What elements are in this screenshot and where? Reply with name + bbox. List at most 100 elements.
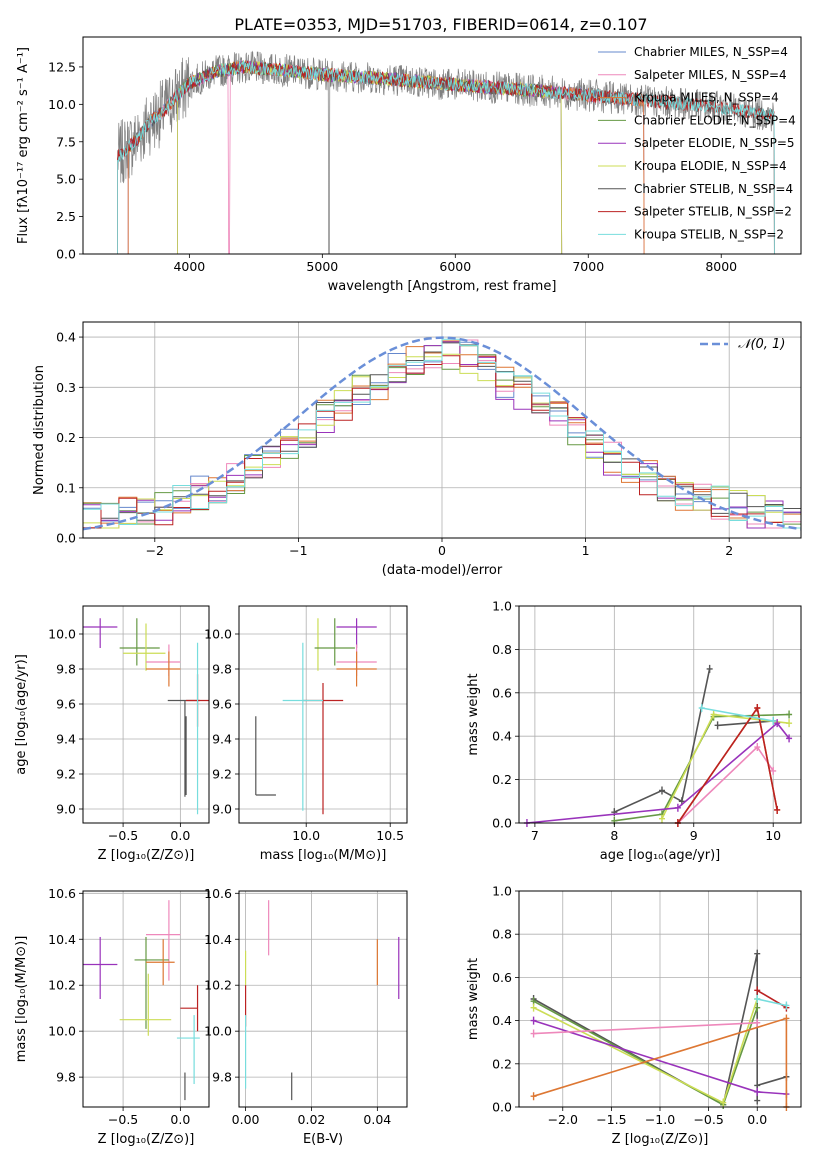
y-tick-label: 10.0	[204, 1024, 232, 1039]
y-tick-label: 0.1	[56, 480, 76, 495]
y-tick-label: 0.6	[492, 685, 512, 700]
x-axis-label: age [log₁₀(age/yr)]	[600, 848, 721, 863]
panel-spectrum: 4000 5000 6000 7000 8000 0.0 2.5 5.0 7.5 10.0 12.5…	[16, 36, 802, 294]
weight-marker	[786, 710, 793, 719]
legend-entry: Kroupa STELIB, N_SSP=2	[634, 227, 784, 241]
y-axis-label: Normed distribution	[32, 365, 47, 495]
legend-entry: 𝒩(0, 1)	[738, 337, 785, 352]
axes-frame	[238, 605, 408, 824]
weight-marker	[754, 995, 761, 1003]
x-tick-label: 0.0	[170, 828, 190, 843]
model-spectrum-line	[117, 60, 775, 254]
x-tick-label: −2.0	[548, 1112, 578, 1127]
weight-line	[756, 1076, 787, 1087]
y-tick-label: 0.0	[492, 816, 512, 831]
weight-marker	[786, 734, 793, 743]
errorbar-point	[176, 1015, 200, 1085]
x-tick-label: 10.0	[292, 828, 320, 843]
errorbar-point	[180, 985, 199, 1032]
errorbar-point	[123, 623, 166, 671]
y-tick-label: 10.4	[48, 932, 76, 947]
weight-marker	[530, 1016, 537, 1025]
y-tick-label: 0.2	[492, 1056, 512, 1071]
y-tick-label: 9.0	[56, 802, 76, 817]
y-tick-label: 9.6	[56, 697, 76, 712]
weight-marker	[783, 1001, 790, 1010]
errorbar-point	[314, 618, 355, 666]
y-tick-label: 0.4	[492, 1013, 512, 1028]
y-axis-label: Flux [fλ10⁻¹⁷ erg cm⁻² s⁻¹ A⁻¹]	[16, 47, 31, 244]
weight-line	[533, 1022, 758, 1035]
y-tick-label: 9.8	[212, 1070, 232, 1085]
axes-frame	[238, 890, 408, 1108]
legend-entry: Salpeter STELIB, N_SSP=2	[634, 205, 792, 219]
legend-entry: Kroupa ELODIE, N_SSP=4	[634, 159, 787, 173]
y-tick-label: 0.0	[492, 1100, 512, 1115]
y-tick-label: 10.0	[204, 627, 232, 642]
errorbar-point	[119, 973, 172, 1036]
weight-marker	[658, 786, 665, 795]
weight-marker	[754, 743, 761, 752]
y-tick-label: 0.4	[492, 729, 512, 744]
x-axis-label: E(B-V)	[303, 1132, 343, 1147]
y-tick-label: 10.6	[204, 886, 232, 901]
y-tick-label: 10.6	[48, 886, 76, 901]
y-tick-label: 9.2	[56, 767, 76, 782]
x-axis-label: Z [log₁₀(Z/Z⊙)]	[98, 1132, 195, 1147]
y-tick-label: 1.0	[492, 884, 512, 899]
model-spectrum-line	[127, 59, 645, 254]
y-tick-label: 0.3	[56, 380, 76, 395]
x-tick-label: 0	[438, 543, 446, 558]
x-tick-label: 0.02	[298, 1112, 326, 1127]
legend-entry: Salpeter ELODIE, N_SSP=5	[634, 136, 795, 150]
x-tick-label: −0.5	[108, 1112, 138, 1127]
y-tick-label: 10.0	[48, 97, 76, 112]
x-tick-label: −1.0	[645, 1112, 675, 1127]
y-tick-label: 10.4	[204, 932, 232, 947]
weight-marker	[710, 710, 717, 719]
y-tick-label: 9.4	[212, 732, 232, 747]
weight-marker	[530, 1003, 537, 1012]
weight-marker	[658, 814, 665, 823]
x-tick-label: −1	[289, 543, 307, 558]
y-tick-label: 1.0	[492, 599, 512, 614]
y-tick-label: 0.2	[492, 772, 512, 787]
y-tick-label: 12.5	[48, 59, 76, 74]
histogram-step	[82, 338, 801, 538]
y-axis-label: mass [log₁₀(M/M⊙)]	[14, 936, 29, 1063]
x-tick-label: 7000	[572, 259, 604, 274]
errorbar-point	[302, 683, 344, 815]
x-tick-label: 10	[765, 828, 781, 843]
x-tick-label: 0.00	[232, 1112, 260, 1127]
x-tick-label: 1	[582, 543, 590, 558]
x-axis-label: (data-model)/error	[382, 563, 503, 578]
x-tick-label: 4000	[173, 259, 205, 274]
normal-reference-curve	[82, 336, 802, 531]
x-tick-label: −0.5	[693, 1112, 723, 1127]
y-tick-label: 9.4	[56, 732, 76, 747]
weight-marker	[754, 1003, 761, 1012]
x-tick-label: 6000	[439, 259, 471, 274]
y-tick-label: 5.0	[56, 172, 76, 187]
axes-frame	[82, 890, 210, 1108]
y-tick-label: 10.2	[48, 978, 76, 993]
x-tick-label: −1.5	[596, 1112, 626, 1127]
y-tick-label: 9.6	[212, 697, 232, 712]
weight-marker	[774, 805, 781, 814]
weight-line	[757, 998, 787, 1007]
y-tick-label: 0.4	[56, 330, 76, 345]
weight-marker	[754, 703, 761, 712]
errorbar-point	[146, 644, 181, 676]
weight-line	[526, 722, 790, 824]
y-tick-label: 9.8	[56, 662, 76, 677]
weight-marker	[754, 1018, 761, 1027]
weight-marker	[770, 766, 777, 775]
weight-marker	[530, 1029, 537, 1038]
weight-marker	[530, 1092, 537, 1101]
legend-entry: Chabrier MILES, N_SSP=4	[634, 45, 788, 59]
x-axis-label: Z [log₁₀(Z/Z⊙)]	[612, 1132, 709, 1147]
weight-line	[701, 707, 774, 722]
histogram-step	[82, 355, 801, 538]
x-tick-label: 8000	[705, 259, 737, 274]
